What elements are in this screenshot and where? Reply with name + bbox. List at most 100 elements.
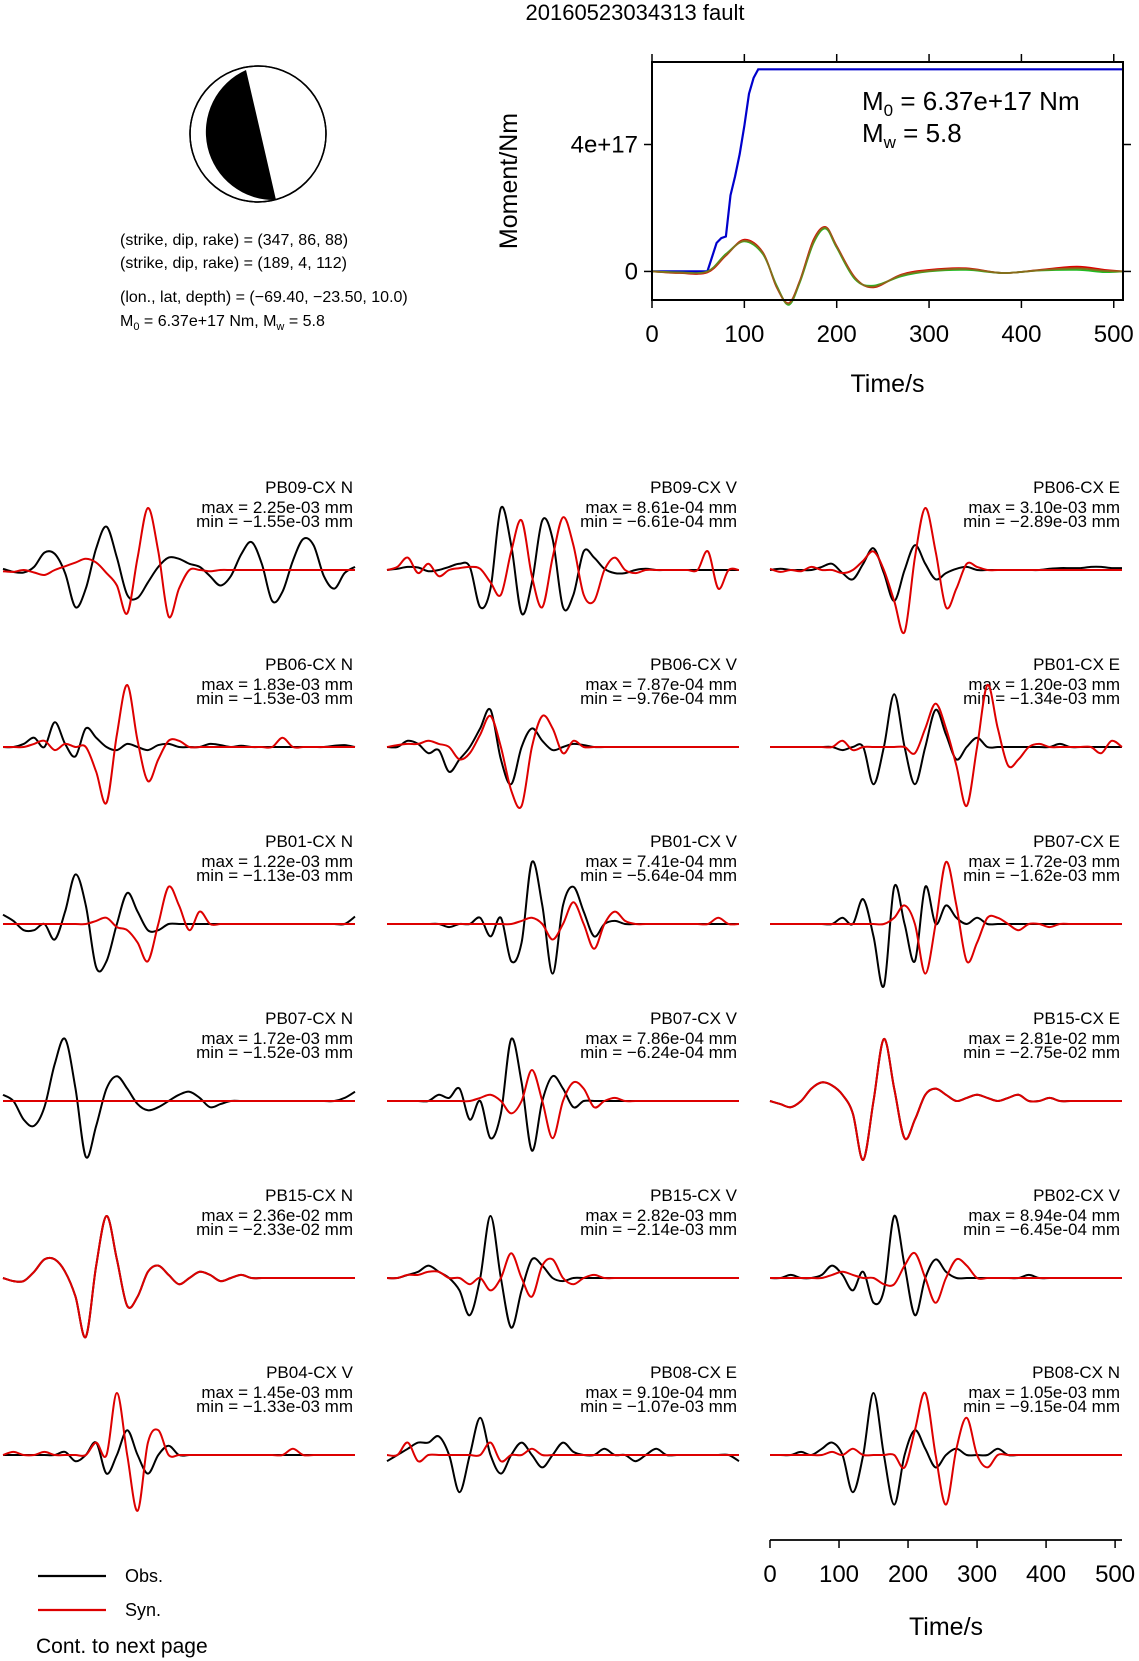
wave-x-axis-label: Time/s [909,1613,983,1641]
panel-station: PB07-CX E [1033,832,1120,851]
panel-station: PB02-CX V [1033,1186,1121,1205]
trace-syn [386,516,740,609]
wave-x-tick-label: 100 [819,1561,859,1588]
panel-station: PB06-CX E [1033,478,1120,497]
panel-max: max = 7.87e-04 mm [585,675,737,694]
mechanism-text: (strike, dip, rake) = (347, 86, 88) (str… [120,232,408,333]
m0-value: = 6.37e+17 Nm, M [139,313,276,330]
continuation-note: Cont. to next page [36,1635,208,1658]
panel-station: PB01-CX N [265,832,353,851]
panel-max: max = 2.25e-03 mm [201,498,353,517]
figure-title: 20160523034313 fault [526,0,745,25]
panel-station: PB09-CX V [650,478,738,497]
panel-min: min = −9.15e-04 mm [963,1397,1120,1416]
stf-mw-annotation: Mw = 5.8 [862,118,962,152]
moment-magnitude-line: M0 = 6.37e+17 Nm, Mw = 5.8 [120,313,325,333]
panel-max: max = 7.86e-04 mm [585,1029,737,1048]
panel-max: max = 1.72e-03 mm [201,1029,353,1048]
stf-y-tick-label: 4e+17 [571,132,638,159]
trace-syn [769,1037,1122,1161]
stf-x-tick-label: 200 [817,321,857,348]
trace-obs [2,873,356,973]
panel-max: max = 9.10e-04 mm [585,1383,737,1402]
beachball-compressional-quadrant [205,70,276,201]
panel-min: min = −5.64e-04 mm [580,866,737,885]
stf-plot-frame [651,61,1124,301]
wave-x-tick-label: 400 [1026,1561,1066,1588]
panel-station: PB15-CX E [1033,1009,1120,1028]
panel-min: min = −6.61e-04 mm [580,512,737,531]
moment-function-chart: 0 100 200 300 400 500 0 4e+17 Time/s Moment/Nm M0 … [495,54,1134,398]
panel-max: max = 1.05e-03 mm [968,1383,1120,1402]
nodal-plane-2: (strike, dip, rake) = (189, 4, 112) [120,255,347,272]
trace-syn [770,860,1122,975]
panel-min: min = −2.89e-03 mm [963,512,1120,531]
panel-station: PB15-CX N [265,1186,353,1205]
trace-syn [386,1441,739,1463]
panel-max: max = 1.83e-03 mm [201,675,353,694]
stf-x-tick-label: 300 [909,321,949,348]
panel-station: PB04-CX V [266,1363,354,1382]
trace-obs [3,1429,355,1475]
trace-syn [2,506,355,619]
stf-x-tick-label: 400 [1001,321,1041,348]
panel-max: max = 1.20e-03 mm [968,675,1120,694]
stf-series-moment [652,68,1123,273]
panel-min: min = −1.07e-03 mm [580,1397,737,1416]
legend-obs-label: Obs. [125,1566,163,1586]
trace-syn [386,714,739,809]
wave-x-tick-label: 300 [957,1561,997,1588]
panel-min: min = −1.53e-03 mm [196,689,353,708]
panel-station: PB06-CX V [650,655,738,674]
stf-x-axis-label: Time/s [850,370,924,398]
legend: Obs. Syn. [38,1566,163,1620]
panel-station: PB07-CX V [650,1009,738,1028]
trace-syn [769,1251,1122,1304]
trace-syn [769,506,1122,635]
panel-max: max = 3.10e-03 mm [968,498,1120,517]
panel-min: min = −1.55e-03 mm [196,512,353,531]
location-depth: (lon., lat, depth) = (−69.40, −23.50, 10… [120,289,408,306]
panel-station: PB15-CX V [650,1186,738,1205]
wave-x-tick-label: 0 [763,1561,776,1588]
panel-min: min = −1.33e-03 mm [196,1397,353,1416]
trace-syn [769,683,1123,807]
trace-syn [770,1391,1122,1506]
panel-max: max = 2.82e-03 mm [585,1206,737,1225]
stf-y-tick-label: 0 [625,258,638,285]
panel-station: PB07-CX N [265,1009,353,1028]
stf-series-stf_green [651,227,1124,306]
trace-obs [2,525,356,609]
panel-min: min = −1.52e-03 mm [196,1043,353,1062]
trace-obs [769,544,1123,602]
panel-min: min = −6.45e-04 mm [963,1220,1120,1239]
panel-min: min = −1.34e-03 mm [963,689,1120,708]
stf-x-tick-label: 500 [1094,321,1134,348]
trace-obs [770,883,1122,988]
mw-subscript: w [275,321,284,333]
panel-max: max = 1.72e-03 mm [968,852,1120,871]
panel-min: min = −9.76e-04 mm [580,689,737,708]
trace-syn [2,1214,355,1339]
m0-symbol: M [120,313,133,330]
stf-x-tick-label: 100 [724,321,764,348]
trace-obs [2,721,356,758]
panel-max: max = 1.22e-03 mm [201,852,353,871]
trace-syn [2,683,355,805]
trace-syn [387,1069,739,1140]
